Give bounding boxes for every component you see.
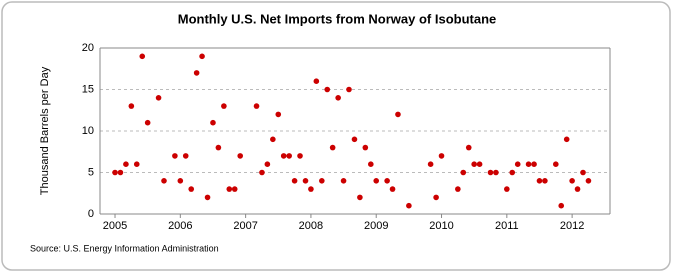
point xyxy=(514,161,521,167)
point xyxy=(569,178,575,184)
point xyxy=(182,153,189,159)
point xyxy=(280,153,287,159)
point xyxy=(406,202,412,209)
point xyxy=(362,144,369,151)
point xyxy=(221,103,227,109)
point xyxy=(476,161,483,167)
point xyxy=(123,161,129,167)
x-tick-label: 2010 xyxy=(429,220,453,232)
point xyxy=(313,78,320,84)
x-tick-label: 2011 xyxy=(495,220,519,232)
point xyxy=(297,153,303,159)
x-tick-label: 2007 xyxy=(233,220,257,232)
x-tick-label: 2005 xyxy=(103,220,127,232)
point xyxy=(291,178,298,184)
point xyxy=(427,161,434,167)
point xyxy=(389,186,396,192)
point xyxy=(112,169,118,176)
point xyxy=(275,111,282,118)
point xyxy=(161,178,167,184)
point xyxy=(329,144,336,151)
point xyxy=(455,186,461,192)
point xyxy=(210,119,216,126)
point xyxy=(155,95,162,101)
x-tick-label: 2006 xyxy=(168,220,192,232)
point xyxy=(525,161,532,167)
point xyxy=(395,111,401,118)
y-tick-label: 15 xyxy=(82,83,94,95)
point xyxy=(542,178,548,184)
point xyxy=(574,186,581,192)
point xyxy=(204,194,211,201)
point xyxy=(286,153,292,159)
point xyxy=(237,153,244,159)
point xyxy=(193,70,200,76)
point xyxy=(471,161,477,167)
point xyxy=(172,153,178,159)
point xyxy=(373,178,380,184)
point xyxy=(117,169,124,176)
point xyxy=(351,136,358,143)
point xyxy=(493,169,499,176)
point xyxy=(585,178,592,184)
point xyxy=(308,186,314,192)
point xyxy=(340,178,347,184)
point xyxy=(509,169,516,176)
x-tick-label: 2008 xyxy=(299,220,323,232)
point xyxy=(531,161,537,167)
x-tick-label: 2009 xyxy=(364,220,388,232)
y-tick-label: 5 xyxy=(88,166,94,178)
point xyxy=(335,95,341,101)
point xyxy=(580,169,586,176)
point xyxy=(438,153,445,159)
point xyxy=(346,86,352,93)
point xyxy=(231,186,238,192)
point xyxy=(264,161,271,167)
point xyxy=(433,194,439,201)
point xyxy=(177,178,184,184)
point xyxy=(558,202,565,209)
point xyxy=(199,53,205,60)
point xyxy=(128,103,135,109)
point xyxy=(302,178,309,184)
point xyxy=(253,103,260,109)
x-tick-label: 2012 xyxy=(560,220,584,232)
point xyxy=(215,144,222,151)
y-tick-label: 10 xyxy=(82,125,94,137)
y-axis-label: Thousand Barrels per Day xyxy=(39,66,51,195)
y-tick-label: 0 xyxy=(88,208,94,220)
point xyxy=(139,53,146,60)
point xyxy=(226,186,233,192)
chart-title: Monthly U.S. Net Imports from Norway of … xyxy=(178,11,497,26)
point xyxy=(188,186,195,192)
point xyxy=(319,178,325,184)
point xyxy=(460,169,467,176)
chart-frame xyxy=(1,1,671,271)
point xyxy=(465,144,472,151)
point xyxy=(324,86,331,93)
point xyxy=(553,161,559,167)
point xyxy=(563,136,570,143)
point xyxy=(144,119,151,126)
point xyxy=(357,194,363,201)
point xyxy=(536,178,543,184)
point xyxy=(259,169,265,176)
point xyxy=(487,169,494,176)
point xyxy=(504,186,510,192)
point xyxy=(368,161,374,167)
point xyxy=(384,178,390,184)
y-tick-label: 20 xyxy=(82,42,94,54)
source-note: Source: U.S. Energy Information Administ… xyxy=(30,243,219,253)
point xyxy=(270,136,276,143)
point xyxy=(133,161,140,167)
